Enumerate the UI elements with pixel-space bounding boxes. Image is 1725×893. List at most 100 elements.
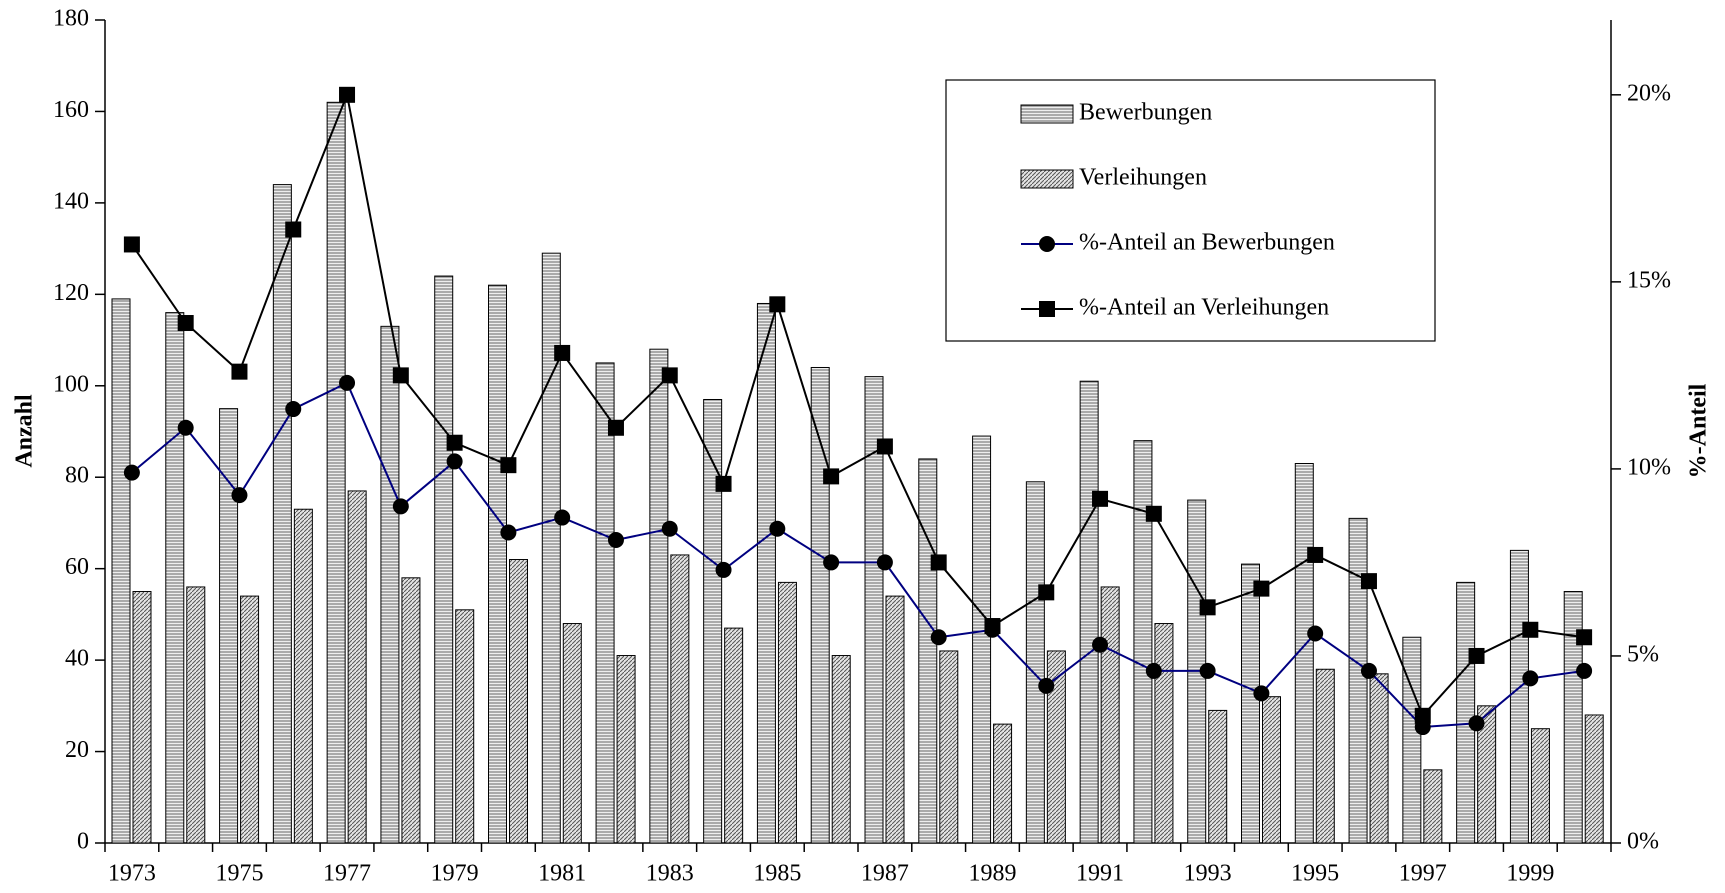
bar [380, 325, 400, 844]
line [131, 381, 1585, 729]
y-tick-label: 120 [53, 280, 89, 306]
point [123, 464, 140, 481]
legend-swatch [1020, 104, 1074, 124]
bar [756, 302, 776, 844]
bar [1079, 380, 1099, 844]
bar [616, 655, 636, 844]
x-tick-label: 1997 [1399, 861, 1447, 887]
bar [1369, 673, 1389, 844]
point [339, 374, 356, 391]
point [661, 367, 678, 384]
x-tick-label: 1985 [753, 861, 801, 887]
bar [1477, 705, 1497, 844]
legend-label: Bewerbungen [1079, 100, 1212, 126]
point [446, 453, 463, 470]
x-tick-label: 1979 [431, 861, 479, 887]
legend-label: %-Anteil an Bewerbungen [1079, 230, 1335, 256]
bar [347, 490, 367, 844]
bar [993, 723, 1013, 844]
point [1145, 662, 1162, 679]
bar [132, 591, 152, 844]
bar [649, 348, 669, 844]
bar [1563, 591, 1583, 844]
legend-swatch [1020, 169, 1074, 189]
point [1145, 505, 1162, 522]
bar [1315, 668, 1335, 844]
x-tick-label: 1995 [1291, 861, 1339, 887]
legend-label: Verleihungen [1079, 165, 1207, 191]
point [1360, 662, 1377, 679]
point [876, 438, 893, 455]
bar [562, 623, 582, 844]
point [1092, 636, 1109, 653]
bar [326, 101, 346, 844]
point [984, 618, 1001, 635]
x-tick-label: 1993 [1184, 861, 1232, 887]
x-tick-label: 1981 [538, 861, 586, 887]
bar [1241, 563, 1260, 844]
bar [595, 362, 615, 844]
bar [777, 581, 797, 844]
point [715, 475, 732, 492]
y-tick-label: 160 [53, 97, 89, 123]
bar [488, 284, 507, 844]
x-tick-label: 1975 [215, 861, 263, 887]
y2-tick-label: 0% [1627, 829, 1659, 855]
point [1092, 490, 1109, 507]
point [285, 401, 302, 418]
point [123, 236, 140, 253]
x-tick-label: 1989 [968, 861, 1016, 887]
bar [219, 408, 239, 844]
x-tick-label: 1983 [646, 861, 694, 887]
point [554, 344, 571, 361]
bar [455, 609, 475, 844]
bar [1402, 636, 1422, 844]
point [715, 561, 732, 578]
y-tick-label: 0 [77, 829, 89, 855]
bar [434, 275, 454, 844]
point [1038, 584, 1055, 601]
point [1468, 647, 1485, 664]
bar [939, 650, 959, 844]
bar [1423, 769, 1443, 844]
point [500, 524, 517, 541]
legend-label: %-Anteil an Verleihungen [1079, 295, 1329, 321]
point [500, 457, 517, 474]
bar [670, 554, 690, 844]
point [285, 221, 302, 238]
y-tick-label: 60 [65, 554, 89, 580]
point [1468, 715, 1485, 732]
bar [810, 366, 830, 844]
bar [1262, 696, 1281, 844]
x-tick-label: 1987 [861, 861, 909, 887]
y2-tick-label: 20% [1627, 80, 1671, 106]
x-tick-label: 1991 [1076, 861, 1124, 887]
point [876, 554, 893, 571]
x-tick-label: 1973 [108, 861, 156, 887]
bar [165, 312, 185, 844]
point [1253, 580, 1270, 597]
y2-tick-label: 10% [1627, 454, 1671, 480]
point [177, 419, 194, 436]
bar [401, 577, 421, 844]
legend-marker [1039, 236, 1055, 252]
point [231, 487, 248, 504]
bar [1456, 581, 1476, 844]
line [131, 91, 1585, 718]
point [231, 363, 248, 380]
bar [1530, 728, 1550, 844]
point [1414, 707, 1431, 724]
bar [293, 508, 313, 844]
point [1522, 670, 1539, 687]
bar [1348, 517, 1368, 844]
y2-axis-label: %-Anteil [1686, 383, 1712, 478]
bar [1133, 440, 1153, 844]
point [1576, 629, 1593, 646]
point [177, 315, 194, 332]
point [1522, 621, 1539, 638]
bar [272, 184, 292, 844]
point [930, 554, 947, 571]
bar [1154, 623, 1174, 844]
point [392, 498, 409, 515]
point [554, 509, 571, 526]
